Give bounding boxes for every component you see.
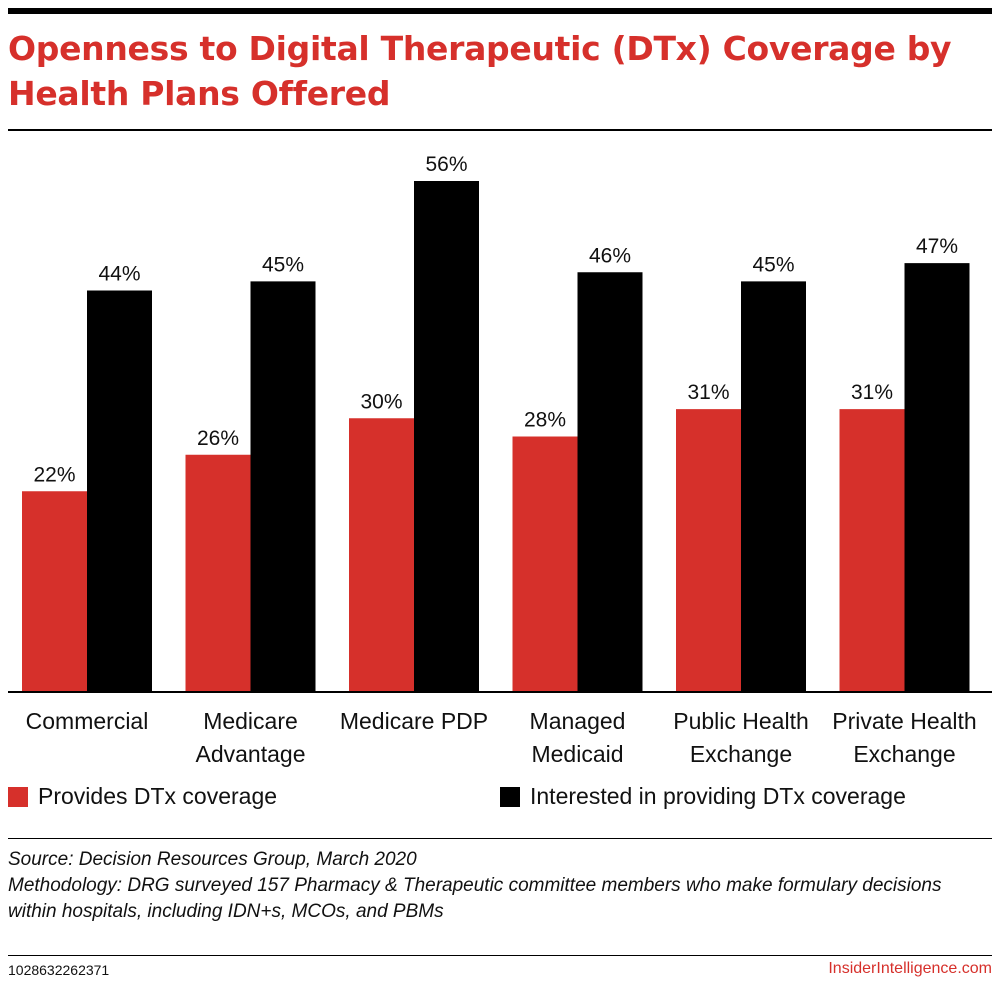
legend-swatch-provides [8,786,28,807]
category-label-5-line2: Exchange [853,741,955,767]
category-label-0: Commercial [26,708,149,734]
category-label-2: Medicare PDP [340,708,488,734]
brand-link[interactable]: InsiderIntelligence.com [828,960,992,977]
data-label-provides-2: 30% [360,390,402,413]
data-label-interested-4: 45% [752,253,794,276]
data-label-provides-3: 28% [524,409,566,432]
bar-provides-3 [512,436,578,692]
bar-interested-5 [904,263,970,692]
bar-chart: 22% 44% Commercial 26% 45% Medicare Advantage 3… [8,153,992,767]
category-label-5: Private Health [832,708,976,734]
bar-interested-4 [741,281,806,692]
bar-interested-0 [87,290,152,692]
bottom-rule [8,955,992,956]
bar-provides-0 [22,491,87,692]
data-label-interested-2: 56% [425,153,467,176]
category-label-3-line2: Medicaid [531,741,623,767]
methodology-note: Methodology: DRG surveyed 157 Pharmacy &… [8,875,942,922]
source-note: Source: Decision Resources Group, March … [8,849,417,870]
data-label-provides-0: 22% [33,463,75,486]
legend-interested: Interested in providing DTx coverage [500,783,906,810]
category-label-1-line2: Advantage [196,741,306,767]
chart-id: 1028632262371 [8,962,110,978]
legend-label-interested: Interested in providing DTx coverage [530,783,906,809]
legend-label-provides: Provides DTx coverage [38,783,278,809]
legend-swatch-interested [500,786,520,807]
data-label-interested-3: 46% [589,244,631,267]
data-label-provides-4: 31% [687,381,729,404]
category-label-4-line2: Exchange [690,741,792,767]
data-label-provides-1: 26% [197,427,239,450]
bar-provides-4 [676,409,741,692]
bar-interested-3 [577,272,643,692]
chart-title: Openness to Digital Therapeutic (DTx) Co… [8,29,952,113]
bar-interested-2 [414,181,479,692]
data-label-interested-0: 44% [98,263,140,286]
legend-provides: Provides DTx coverage [8,783,277,810]
footer-rule [8,838,992,839]
category-label-4: Public Health [673,708,809,734]
bar-interested-1 [250,281,316,692]
data-label-provides-5: 31% [851,381,893,404]
bar-provides-2 [349,418,414,692]
bar-provides-1 [185,454,251,692]
category-label-1: Medicare [203,708,298,734]
category-label-3: Managed [530,708,626,734]
data-label-interested-5: 47% [916,235,958,258]
title-rule [8,129,992,131]
top-rule [8,8,992,14]
data-label-interested-1: 45% [262,253,304,276]
bar-provides-5 [839,409,905,692]
